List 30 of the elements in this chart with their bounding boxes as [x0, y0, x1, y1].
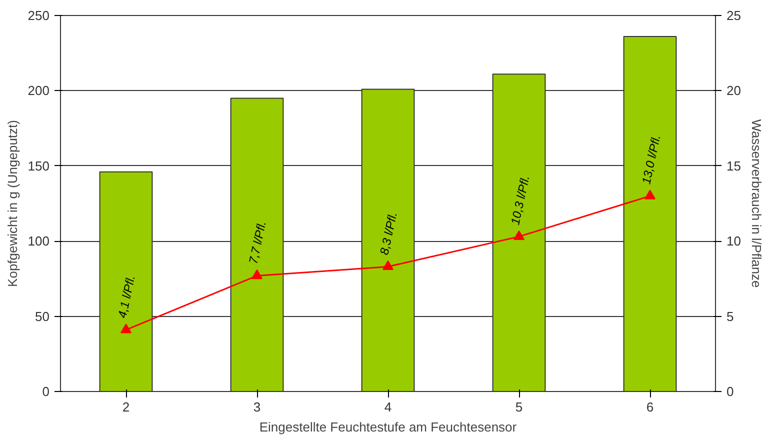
y2-tick-label: 15: [726, 158, 741, 174]
y2-tick-label: 5: [726, 308, 734, 324]
y2-tick-label: 20: [726, 83, 741, 98]
y-tick-label: 50: [35, 308, 50, 324]
point: [644, 190, 656, 200]
x-tick-label: 6: [646, 400, 654, 414]
y2-tick-label: 25: [726, 8, 741, 23]
y2-axis-title: Wasserverbrauch in l/Pflanze: [748, 119, 764, 288]
y-axis-title: Kopfgewicht in g (Ungeputzt): [4, 120, 20, 287]
y-tick-label: 100: [28, 234, 50, 249]
x-tick-label: 2: [122, 400, 130, 414]
x-axis-title: Eingestellte Feuchtestufe am Feuchtesensor: [259, 420, 518, 434]
y-tick-label: 200: [28, 83, 50, 98]
data-label: 13,0 l/Pfl.: [639, 134, 664, 186]
x-tick-label: 3: [253, 400, 261, 414]
x-tick-label: 5: [515, 400, 523, 414]
y-tick-label: 150: [28, 158, 50, 174]
y-tick-label: 0: [42, 384, 50, 399]
point: [382, 260, 394, 270]
data-label: 10,3 l/Pfl.: [508, 174, 532, 226]
y2-tick-label: 0: [726, 384, 734, 399]
y-tick-label: 250: [28, 8, 50, 23]
data-label: 4,1 l/Pfl.: [115, 274, 138, 320]
point: [514, 230, 524, 240]
point: [252, 269, 262, 280]
x-tick-label: 4: [384, 400, 392, 414]
data-label: 7,7 l/Pfl.: [246, 220, 269, 266]
y2-tick-label: 10: [726, 234, 741, 249]
point: [120, 324, 132, 334]
data-label: 8,3 l/Pfl.: [377, 210, 400, 256]
